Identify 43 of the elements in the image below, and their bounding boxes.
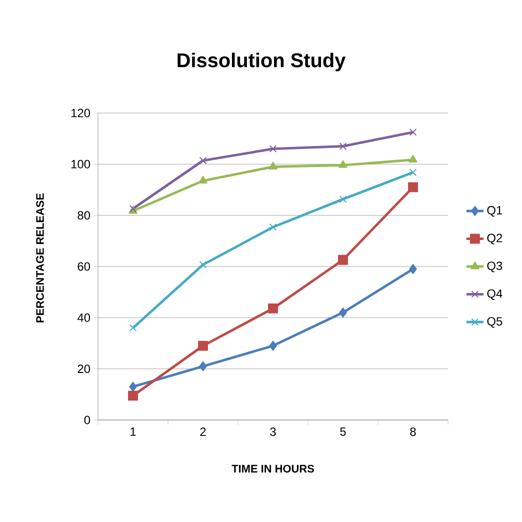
x-tick-label: 2 [200,428,206,436]
y-tick-label: 80 [78,211,90,220]
point [198,340,208,351]
y-tick-label: 20 [78,364,90,374]
point [268,162,278,170]
legend-label: Q3 [487,262,502,272]
point [409,264,417,274]
x-axis-title: TIME IN HOURS [232,464,314,473]
y-tick-label: 0 [84,416,90,424]
x-tick-label: 8 [410,428,416,436]
y-tick-label: 40 [77,313,90,322]
point [268,303,278,314]
y-tick-label: 60 [78,262,90,271]
y-axis-title: PERCENTAGE RELEASE [36,193,44,322]
point [129,324,137,332]
x-tick-label: 3 [270,428,276,436]
point [339,142,347,150]
point [269,145,277,152]
point [199,261,207,268]
legend-label: Q4 [487,289,502,300]
point [338,160,348,168]
point [338,254,348,265]
x-tick-label: 1 [130,428,136,436]
y-tick-label: 120 [71,108,90,118]
point [128,390,138,401]
point [408,154,418,163]
point [269,340,277,351]
point [199,361,207,372]
y-tick-label: 100 [71,160,90,168]
chart-title: Dissolution Study [178,52,346,72]
point [199,156,207,164]
point [339,308,347,318]
point [339,196,347,203]
x-tick-label: 5 [340,428,346,436]
legend-label: Q2 [487,234,502,244]
point [269,223,277,231]
point [409,128,417,136]
legend-label: Q1 [487,206,502,217]
legend-label: Q5 [487,317,502,328]
point [409,168,417,176]
point [408,182,418,192]
point [129,382,137,392]
point [198,176,208,184]
